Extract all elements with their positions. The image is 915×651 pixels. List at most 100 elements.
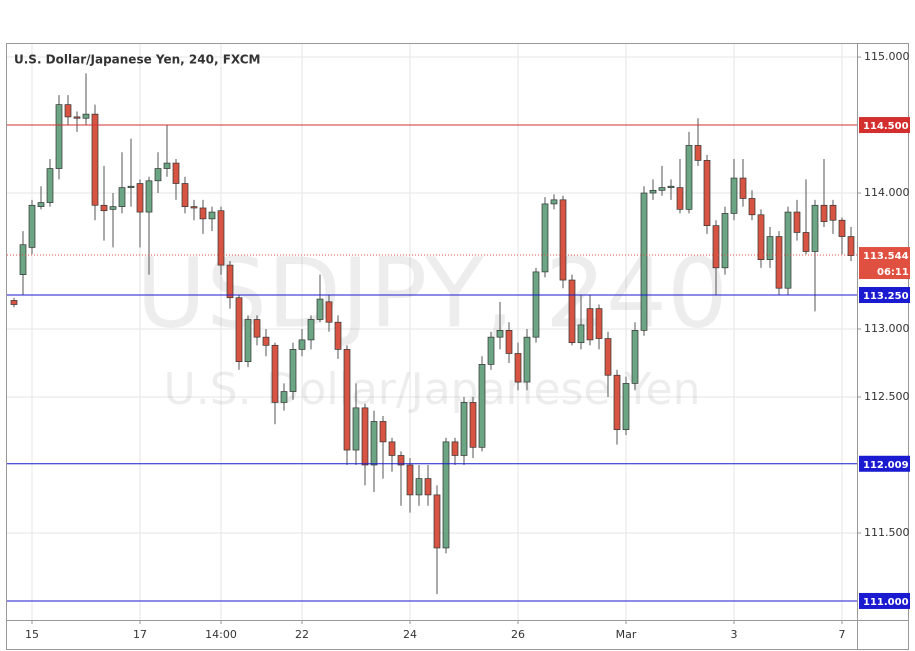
candle-body [424, 478, 432, 496]
candle-body [784, 211, 792, 289]
level-label-box [859, 592, 910, 609]
x-tick-label: 17 [133, 628, 147, 641]
x-tick-label: 7 [839, 628, 846, 641]
candle-body [487, 336, 495, 365]
candle-body [46, 168, 54, 203]
candle-body [82, 113, 90, 119]
candle-body [289, 349, 297, 392]
level-label-box [859, 117, 910, 134]
level-label-box [859, 287, 910, 304]
candle-body [604, 338, 612, 376]
candle-body [118, 187, 126, 207]
candle-body [469, 402, 477, 448]
candle-body [712, 225, 720, 269]
candle-body [181, 183, 189, 207]
candle-body [172, 162, 180, 184]
candle-body [55, 104, 63, 169]
candle-body [262, 336, 270, 346]
candle-body [505, 330, 513, 354]
candle-body [559, 199, 567, 281]
last-price-box [859, 247, 910, 280]
x-tick-label: Mar [616, 628, 637, 641]
candle-body [361, 407, 369, 466]
candle-body [379, 421, 387, 443]
candle-body [631, 330, 639, 384]
candle-body [10, 300, 18, 305]
x-tick-label: 22 [295, 628, 309, 641]
candle-body [145, 180, 153, 213]
candle-body [532, 271, 540, 338]
candle-body [586, 308, 594, 341]
candle-body [91, 113, 99, 206]
candle-body [415, 478, 423, 496]
y-tick-label: 113.000 [864, 322, 910, 335]
candle-body [649, 189, 657, 194]
candle-body [442, 441, 450, 549]
candle-body [109, 206, 117, 210]
candle-body [829, 204, 837, 221]
candle-body [595, 308, 603, 339]
candle-body [37, 202, 45, 207]
candle-body [190, 206, 198, 209]
candle-body [496, 330, 504, 338]
candle-body [100, 204, 108, 212]
candle-body [280, 391, 288, 403]
candle-body [334, 321, 342, 350]
candle-body [460, 402, 468, 456]
candle-body [703, 160, 711, 227]
candle-body [757, 214, 765, 261]
candle-body [370, 421, 378, 466]
candle-body [730, 177, 738, 214]
candle-body [676, 187, 684, 210]
candle-body [514, 353, 522, 383]
watermark-symbol: USDJPY, 240 [136, 237, 728, 349]
candle-body [19, 244, 27, 275]
level-label: 111.000 [863, 597, 909, 608]
candle-body [694, 145, 702, 161]
chart-frame [6, 43, 909, 650]
candle-body [685, 145, 693, 210]
x-tick-label: 14:00 [205, 628, 237, 641]
candle-body [541, 203, 549, 273]
candle-body [847, 236, 855, 256]
candle-body [136, 183, 144, 213]
candle-body [253, 319, 261, 338]
candle-body [820, 204, 828, 222]
x-tick-label: 26 [511, 628, 525, 641]
candle-body [307, 319, 315, 341]
candle-body [73, 116, 81, 119]
candle-body [766, 236, 774, 261]
last-price-label: 113.544 [863, 251, 909, 262]
y-tick-label: 112.500 [864, 390, 910, 403]
candle-body [199, 207, 207, 220]
level-label-box [859, 455, 910, 472]
candle-body [667, 185, 675, 188]
candle-body [226, 264, 234, 299]
candle-body [325, 301, 333, 323]
candle-body [613, 374, 621, 430]
candle-body [271, 344, 279, 403]
candle-body [127, 185, 135, 188]
candle-body [550, 199, 558, 205]
x-tick-label: 15 [25, 628, 39, 641]
candle-body [775, 236, 783, 289]
candle-body [478, 364, 486, 448]
candle-body [235, 297, 243, 362]
candle-body [352, 407, 360, 451]
candle-body [433, 494, 441, 549]
candle-body [577, 324, 585, 343]
candle-body [163, 162, 171, 169]
candle-body [748, 198, 756, 216]
y-tick-label: 111.500 [864, 526, 910, 539]
candle-body [28, 204, 36, 248]
candle-body [451, 441, 459, 456]
candle-body [388, 441, 396, 456]
x-tick-label: 3 [731, 628, 738, 641]
candle-body [739, 177, 747, 199]
candle-body [640, 192, 648, 331]
candle-body [316, 298, 324, 320]
candle-body [622, 383, 630, 430]
candle-body [154, 168, 162, 182]
candle-body [721, 213, 729, 269]
